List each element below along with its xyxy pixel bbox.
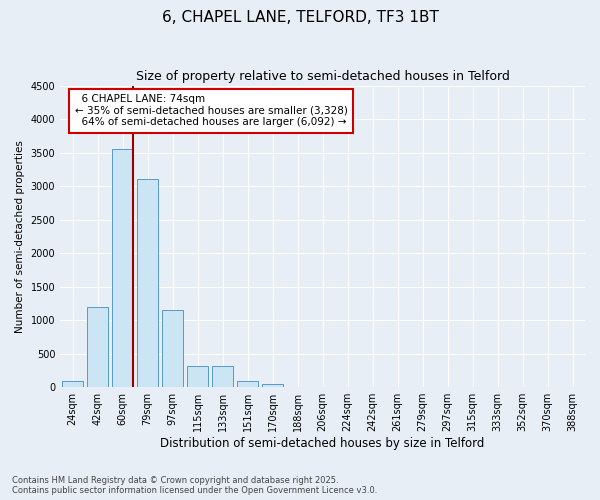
Text: 6, CHAPEL LANE, TELFORD, TF3 1BT: 6, CHAPEL LANE, TELFORD, TF3 1BT xyxy=(161,10,439,25)
Bar xyxy=(162,310,183,387)
Bar xyxy=(137,180,158,387)
Bar xyxy=(212,366,233,387)
Bar xyxy=(187,366,208,387)
Y-axis label: Number of semi-detached properties: Number of semi-detached properties xyxy=(15,140,25,333)
X-axis label: Distribution of semi-detached houses by size in Telford: Distribution of semi-detached houses by … xyxy=(160,437,485,450)
Text: Contains HM Land Registry data © Crown copyright and database right 2025.
Contai: Contains HM Land Registry data © Crown c… xyxy=(12,476,377,495)
Bar xyxy=(112,149,133,387)
Bar xyxy=(237,380,258,387)
Bar xyxy=(262,384,283,387)
Bar xyxy=(87,307,108,387)
Text: 6 CHAPEL LANE: 74sqm
← 35% of semi-detached houses are smaller (3,328)
  64% of : 6 CHAPEL LANE: 74sqm ← 35% of semi-detac… xyxy=(74,94,347,128)
Bar xyxy=(62,380,83,387)
Title: Size of property relative to semi-detached houses in Telford: Size of property relative to semi-detach… xyxy=(136,70,509,83)
